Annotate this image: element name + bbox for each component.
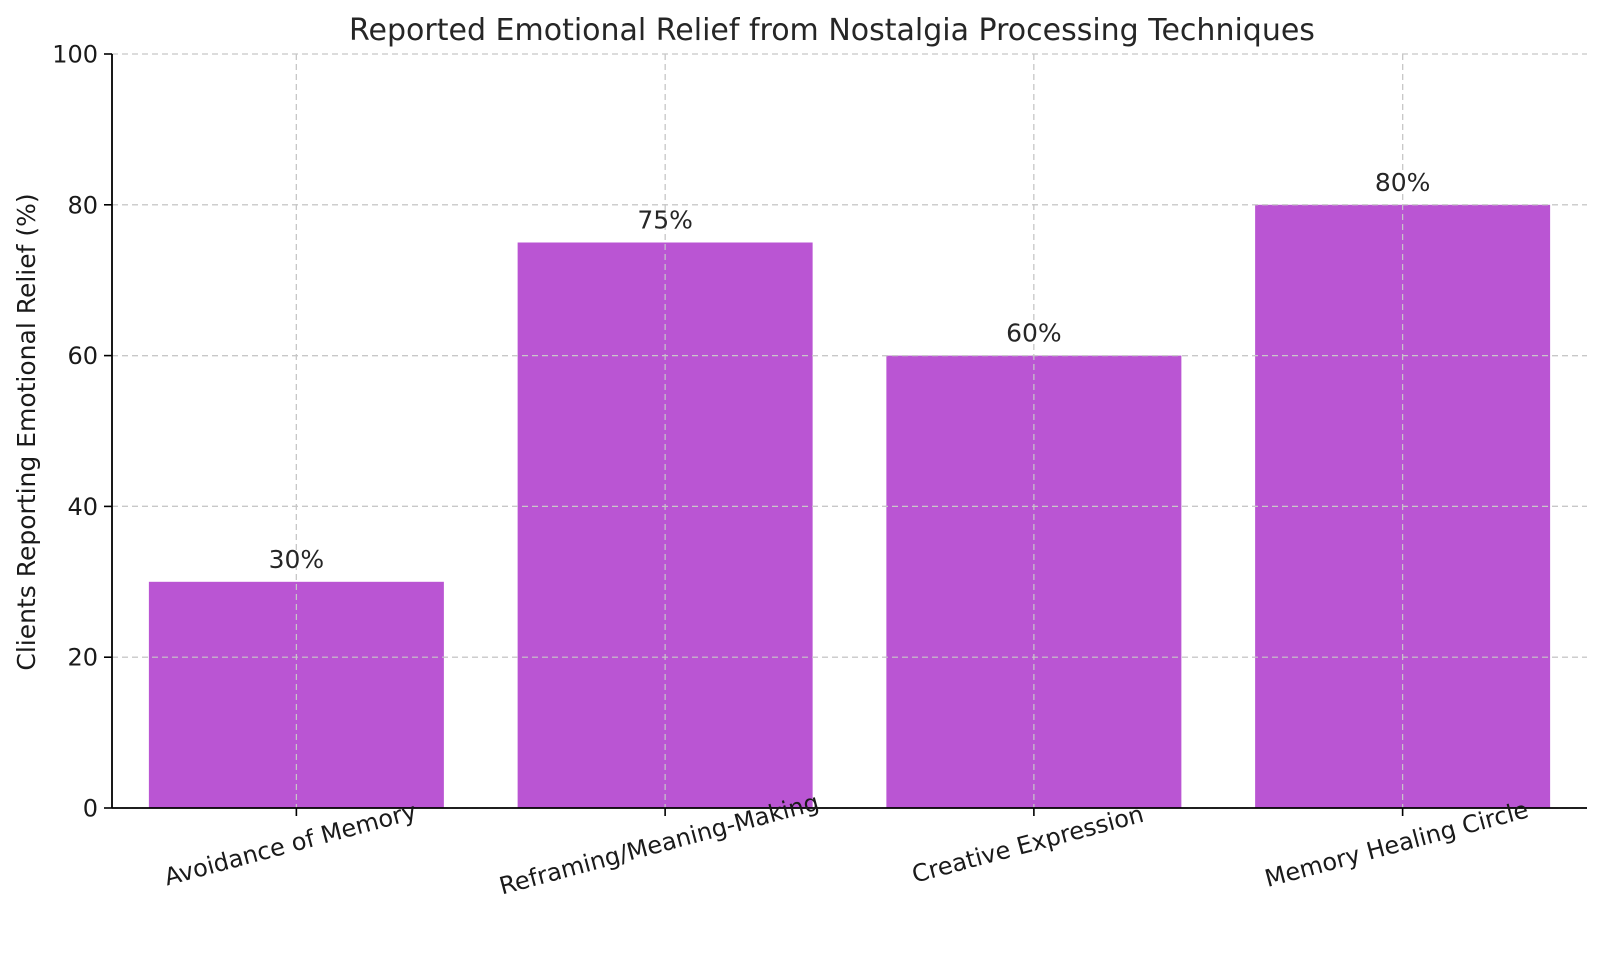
y-tick-label: 100 — [52, 41, 98, 69]
y-tick-label: 40 — [67, 493, 98, 521]
y-tick-label: 60 — [67, 342, 98, 370]
bar-value-label: 80% — [1375, 168, 1431, 197]
bar-value-label: 60% — [1006, 319, 1062, 348]
x-tick-label: Creative Expression — [909, 800, 1147, 889]
bar-value-label: 30% — [269, 545, 325, 574]
y-tick-label: 80 — [67, 191, 98, 219]
data-label-layer: 30% 75% 60% 80% — [112, 54, 1587, 808]
bar — [886, 355, 1182, 808]
bar-layer — [148, 204, 1551, 809]
y-tick-label: 0 — [83, 795, 98, 823]
x-tick-label: Memory Healing Circle — [1262, 796, 1532, 893]
chart-title: Reported Emotional Relief from Nostalgia… — [349, 13, 1315, 48]
x-tick-label: Avoidance of Memory — [161, 797, 419, 891]
y-tick-label: 20 — [67, 644, 98, 672]
bar-value-label: 75% — [637, 206, 693, 235]
y-axis-label: Clients Reporting Emotional Relief (%) — [12, 193, 41, 670]
